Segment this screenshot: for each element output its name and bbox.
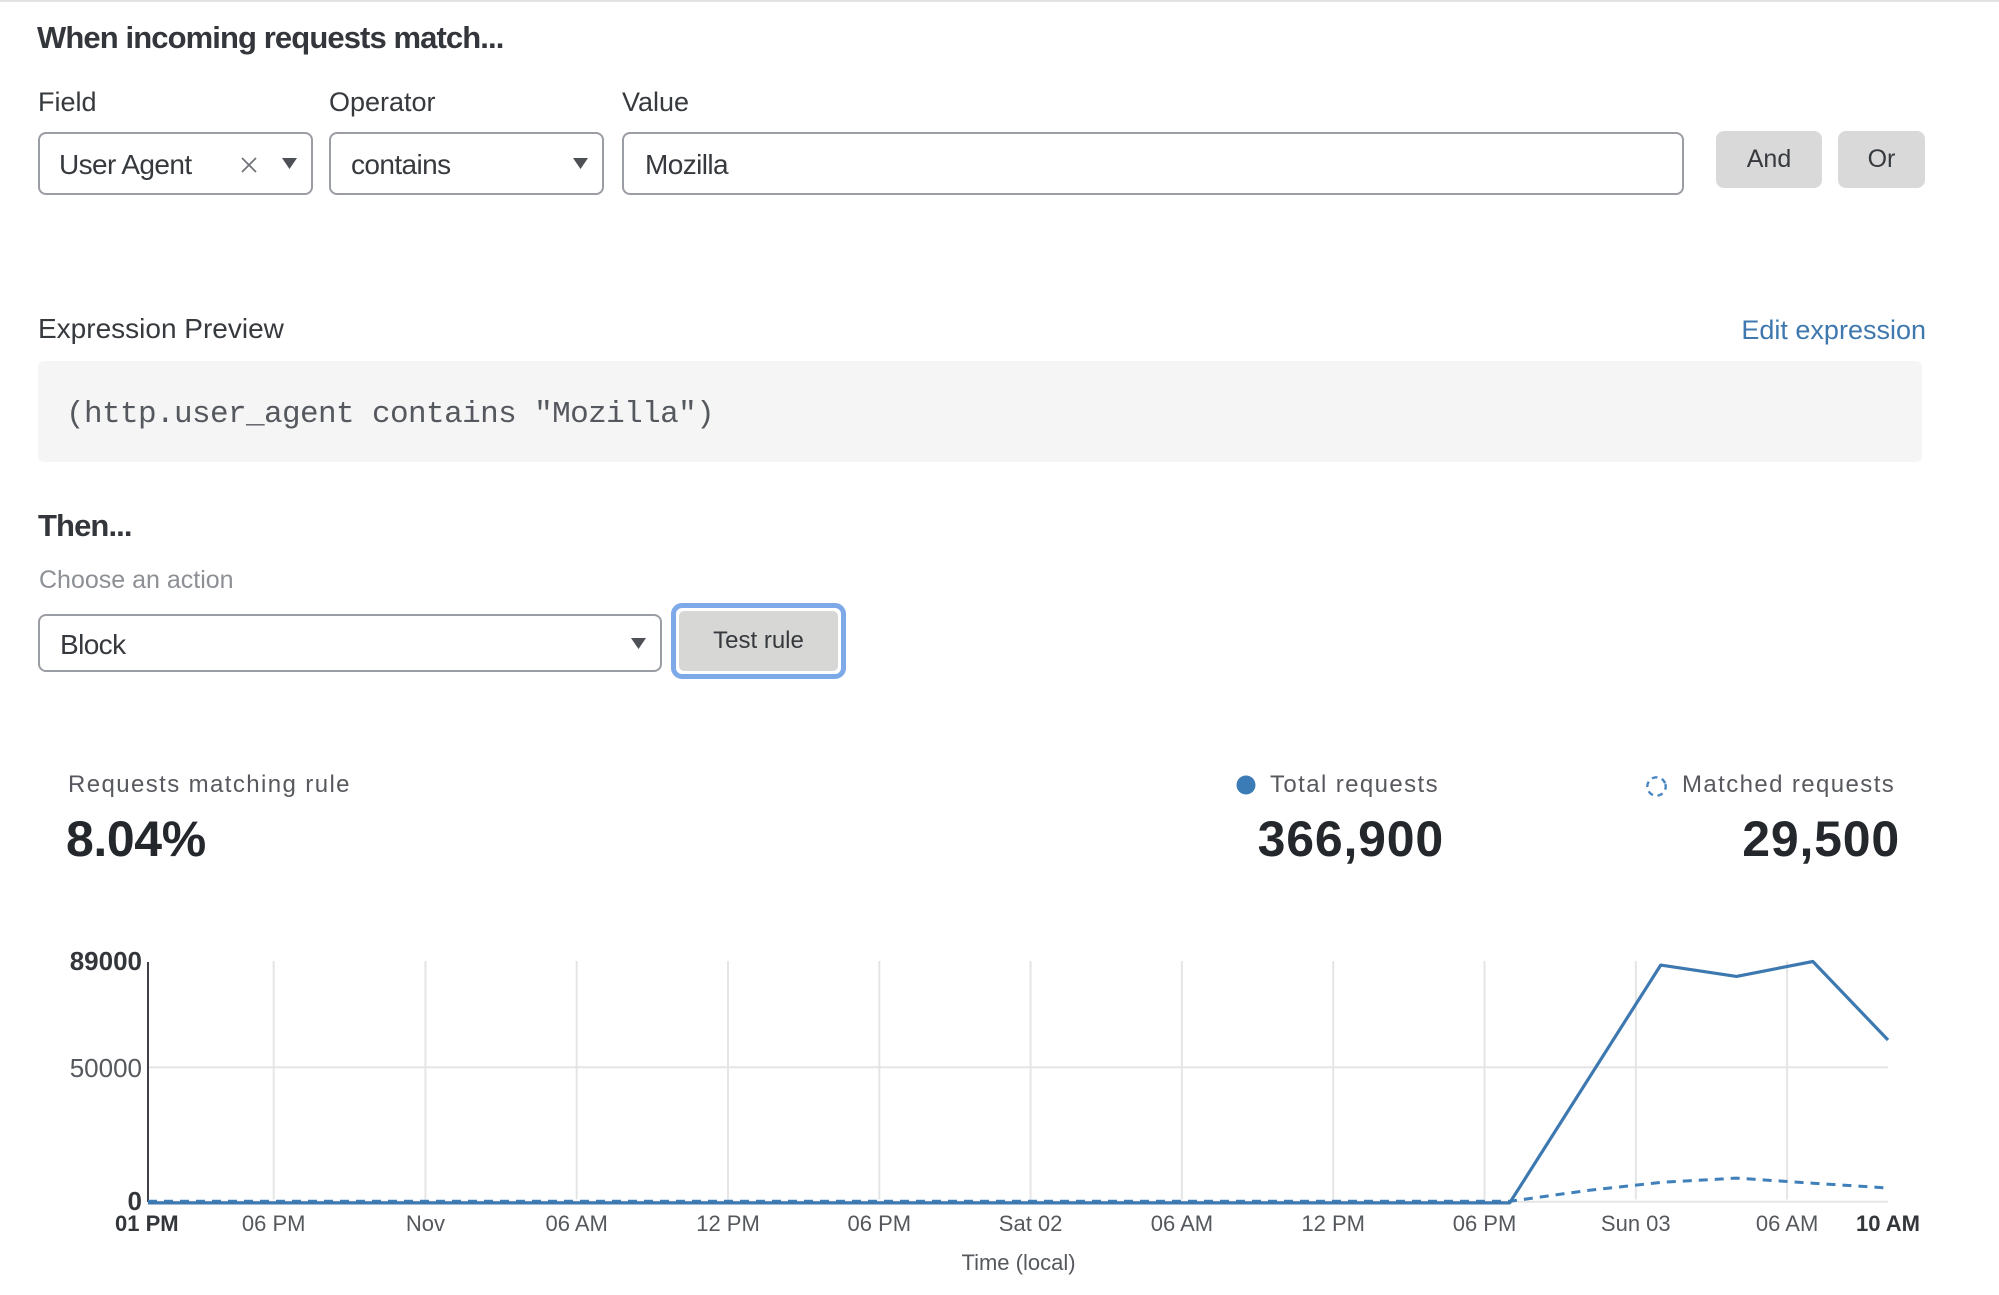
svg-text:06 PM: 06 PM	[242, 1211, 306, 1236]
svg-text:Nov: Nov	[406, 1211, 445, 1236]
svg-text:01 PM: 01 PM	[115, 1211, 179, 1236]
svg-text:Sat 02: Sat 02	[999, 1211, 1063, 1236]
svg-text:06 PM: 06 PM	[1453, 1211, 1517, 1236]
svg-text:89000: 89000	[70, 946, 142, 976]
svg-text:06 AM: 06 AM	[1756, 1211, 1818, 1236]
svg-text:06 PM: 06 PM	[848, 1211, 912, 1236]
svg-text:06 AM: 06 AM	[1151, 1211, 1213, 1236]
svg-text:0: 0	[128, 1186, 142, 1216]
svg-text:06 AM: 06 AM	[546, 1211, 608, 1236]
svg-text:Sun 03: Sun 03	[1601, 1211, 1671, 1236]
svg-text:12 PM: 12 PM	[696, 1211, 760, 1236]
svg-text:Time (local): Time (local)	[961, 1250, 1075, 1275]
svg-text:12 PM: 12 PM	[1301, 1211, 1365, 1236]
svg-text:10 AM: 10 AM	[1856, 1211, 1920, 1236]
svg-text:50000: 50000	[70, 1053, 142, 1083]
